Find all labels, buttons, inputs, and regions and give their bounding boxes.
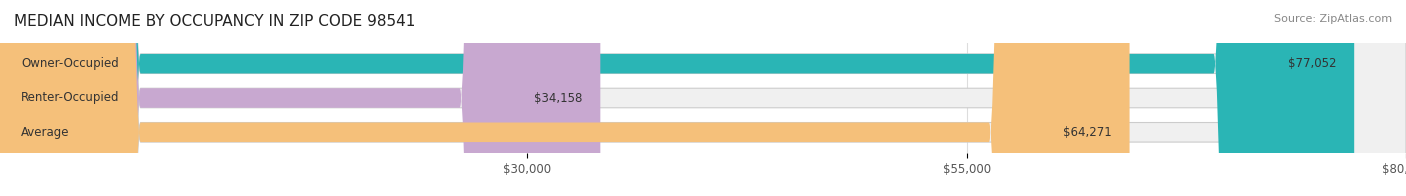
Text: Renter-Occupied: Renter-Occupied — [21, 92, 120, 104]
Text: Source: ZipAtlas.com: Source: ZipAtlas.com — [1274, 14, 1392, 24]
Text: MEDIAN INCOME BY OCCUPANCY IN ZIP CODE 98541: MEDIAN INCOME BY OCCUPANCY IN ZIP CODE 9… — [14, 14, 415, 29]
FancyBboxPatch shape — [0, 0, 600, 196]
Text: $77,052: $77,052 — [1288, 57, 1337, 70]
Text: Owner-Occupied: Owner-Occupied — [21, 57, 120, 70]
FancyBboxPatch shape — [0, 0, 1129, 196]
FancyBboxPatch shape — [0, 0, 1354, 196]
Text: $64,271: $64,271 — [1063, 126, 1112, 139]
Text: Average: Average — [21, 126, 69, 139]
Text: $34,158: $34,158 — [534, 92, 582, 104]
